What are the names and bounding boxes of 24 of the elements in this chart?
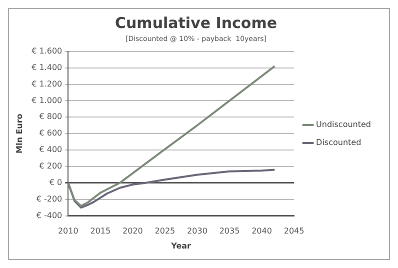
- y-tick-label: € 1.000: [32, 96, 62, 105]
- y-tick-label: € 400: [39, 145, 62, 154]
- y-tick-label: € -200: [36, 194, 62, 204]
- x-tick-label: 2015: [90, 226, 111, 236]
- x-tick-label: 2035: [219, 226, 240, 236]
- x-tick-label: 2010: [58, 226, 78, 236]
- y-tick-label: € 0: [49, 178, 62, 187]
- chart-title: Cumulative Income: [114, 14, 278, 32]
- y-tick-label: € -400: [36, 210, 62, 220]
- x-tick-label: 2040: [252, 226, 272, 236]
- y-tick-label: € 1.400: [32, 62, 62, 72]
- legend-label: Undiscounted: [316, 120, 372, 130]
- x-tick-label: 2045: [284, 226, 304, 236]
- y-tick-label: € 600: [39, 128, 62, 138]
- y-axis-title: Mln Euro: [14, 113, 24, 154]
- y-tick-label: € 1.200: [32, 79, 62, 88]
- x-axis-title: Year: [170, 241, 192, 250]
- x-tick-label: 2025: [154, 226, 176, 236]
- x-tick-label: 2020: [122, 226, 143, 236]
- y-tick-label: € 200: [39, 162, 62, 171]
- x-tick-label: 2030: [187, 226, 208, 236]
- y-tick-label: € 1.600: [32, 46, 62, 56]
- y-tick-label: € 800: [39, 112, 62, 122]
- legend-label: Discounted: [316, 138, 362, 148]
